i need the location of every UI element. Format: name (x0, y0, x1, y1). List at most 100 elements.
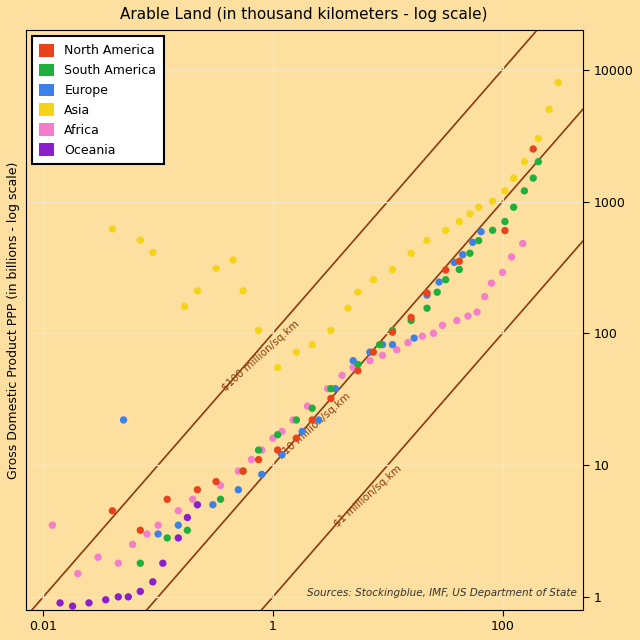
Point (135, 525, 145, 536)
Point (188, 494, 198, 504)
Point (458, 250, 468, 260)
Text: Sources: Stockingblue, IMF, US Department of State: Sources: Stockingblue, IMF, US Departmen… (307, 588, 577, 598)
Point (509, 173, 519, 183)
Point (257, 445, 267, 455)
Point (587, 42, 597, 52)
Point (392, 345, 402, 355)
Point (326, 325, 336, 335)
Point (153, 520, 163, 531)
Point (454, 256, 465, 266)
Point (238, 466, 248, 476)
Point (162, 533, 172, 543)
Point (506, 252, 516, 262)
Point (211, 476, 221, 486)
Point (432, 287, 442, 298)
Point (179, 301, 189, 312)
Point (434, 277, 444, 287)
Point (135, 235, 145, 245)
Point (108, 506, 118, 516)
Point (353, 365, 363, 376)
Point (533, 157, 543, 167)
Legend: North America, South America, Europe, Asia, Africa, Oceania: North America, South America, Europe, As… (32, 36, 164, 164)
Point (465, 209, 475, 219)
Point (454, 264, 465, 275)
Point (182, 513, 193, 523)
Point (326, 394, 336, 404)
Point (291, 433, 301, 444)
Point (123, 592, 133, 602)
Point (488, 196, 498, 206)
Point (192, 484, 202, 495)
Point (406, 316, 416, 326)
Point (100, 595, 111, 605)
Point (323, 383, 333, 394)
Point (454, 216, 465, 227)
Point (387, 325, 397, 335)
Text: $1 million/sq.km: $1 million/sq.km (332, 463, 403, 529)
Point (211, 264, 221, 274)
Point (406, 248, 416, 259)
Point (378, 340, 388, 350)
Point (277, 426, 287, 436)
Point (348, 356, 358, 366)
Point (238, 285, 248, 296)
Point (173, 533, 184, 543)
Point (368, 275, 378, 285)
Point (253, 445, 264, 455)
Text: $10 million/sq.km: $10 million/sq.km (276, 391, 353, 461)
Point (127, 540, 138, 550)
Point (307, 403, 317, 413)
Point (406, 312, 416, 323)
Point (403, 337, 413, 348)
Point (153, 529, 163, 539)
Point (93, 552, 103, 563)
Point (409, 333, 419, 343)
Point (314, 415, 324, 425)
Text: $100 million/sq.km: $100 million/sq.km (221, 319, 301, 394)
Point (500, 186, 510, 196)
Y-axis label: Gross Domestic Product PPP (in billions - log scale): Gross Domestic Product PPP (in billions … (7, 161, 20, 479)
Point (474, 202, 484, 212)
Point (479, 291, 490, 301)
Point (47, 520, 58, 531)
Point (474, 236, 484, 246)
Title: Arable Land (in thousand kilometers - log scale): Arable Land (in thousand kilometers - lo… (120, 7, 488, 22)
Point (544, 104, 554, 115)
Point (73, 568, 83, 579)
Point (428, 328, 438, 339)
Point (353, 359, 363, 369)
Point (488, 225, 498, 236)
Point (378, 350, 388, 360)
Point (113, 592, 124, 602)
Point (142, 529, 152, 539)
Point (472, 307, 482, 317)
Point (135, 558, 145, 568)
Point (387, 264, 397, 275)
Point (233, 484, 243, 495)
Point (509, 202, 519, 212)
Point (216, 494, 226, 504)
Point (528, 144, 538, 154)
Point (422, 236, 432, 246)
Point (368, 347, 378, 357)
Point (440, 225, 451, 236)
Point (173, 520, 184, 531)
Point (288, 415, 298, 425)
Point (192, 285, 202, 296)
Point (337, 370, 347, 380)
Point (452, 316, 462, 326)
Point (330, 383, 340, 394)
Point (228, 255, 238, 265)
Point (148, 248, 158, 258)
Point (422, 288, 432, 298)
Point (533, 133, 543, 143)
Point (518, 238, 528, 248)
Point (440, 275, 451, 285)
Point (387, 327, 397, 337)
Point (84, 598, 94, 608)
Point (302, 401, 312, 412)
Point (528, 173, 538, 183)
Point (437, 320, 447, 330)
Point (162, 494, 172, 504)
Point (291, 415, 301, 425)
